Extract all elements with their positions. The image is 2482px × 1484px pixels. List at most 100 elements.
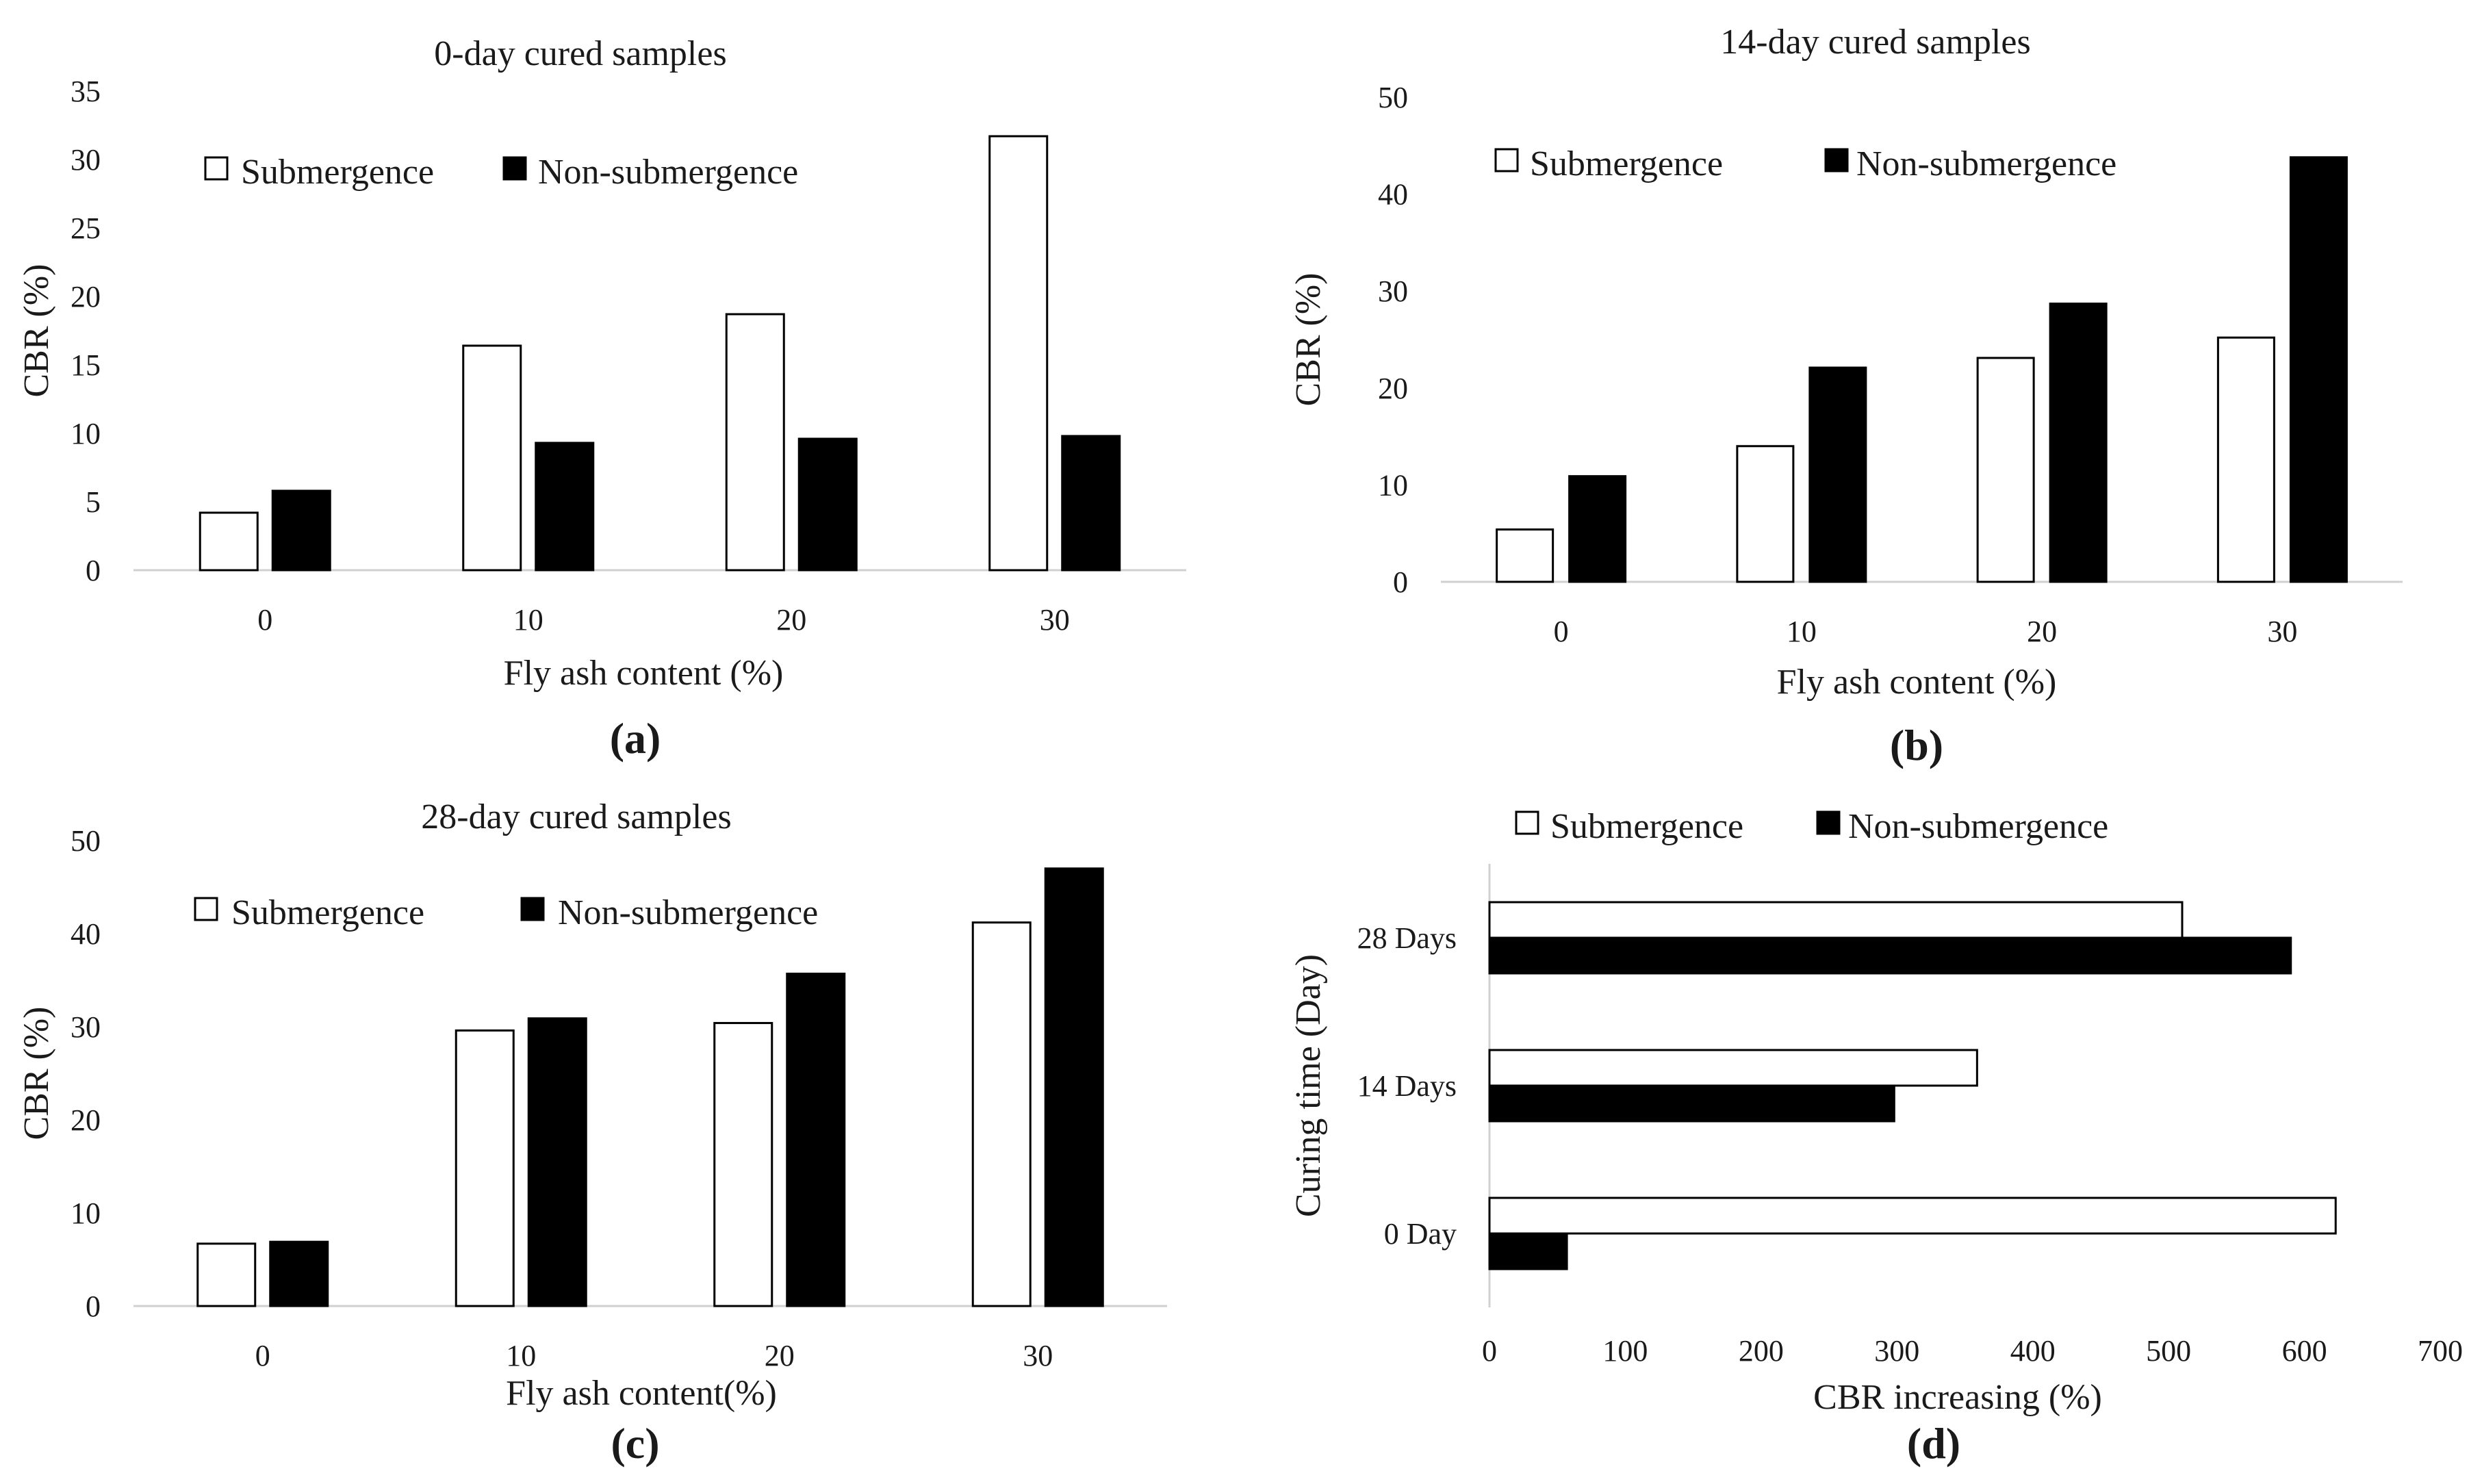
- chart-a: 0-day cured samples 0 5 10 15 20 25 30 35 0 10 20 30…: [17, 34, 1186, 763]
- y-axis-label: CBR (%): [17, 1007, 56, 1140]
- legend-swatch-non-submergence: [1816, 810, 1841, 835]
- y-tick-label: 0 Day: [1384, 1217, 1457, 1251]
- legend-swatch-submergence: [1515, 810, 1539, 835]
- x-axis-label: Fly ash content (%): [504, 654, 784, 693]
- bar-submergence: [1488, 1049, 1978, 1087]
- bar-non-submergence: [1488, 1084, 1895, 1123]
- x-tick-label: 0: [255, 1339, 270, 1372]
- legend-label-submergence: Submergence: [231, 893, 424, 932]
- y-axis-label: Curing time (Day): [1289, 954, 1328, 1217]
- legend-label-non-submergence: Non-submergence: [1856, 144, 2116, 183]
- x-tick-label: 0: [257, 603, 272, 637]
- x-tick-label: 0: [1482, 1334, 1497, 1368]
- y-tick-label: 15: [71, 348, 101, 382]
- legend-swatch-submergence: [204, 156, 229, 181]
- bar-submergence: [1488, 1197, 2337, 1235]
- panel-label: (b): [1890, 721, 1943, 769]
- legend-swatch-non-submergence: [1824, 148, 1849, 172]
- y-tick-label: 0: [1393, 565, 1408, 599]
- bar-non-submergence: [1044, 867, 1104, 1307]
- legend-label-non-submergence: Non-submergence: [538, 153, 798, 192]
- bar-submergence: [199, 511, 259, 572]
- bar-non-submergence: [1488, 1232, 1568, 1270]
- y-tick-label: 40: [71, 917, 101, 951]
- y-axis-label: CBR (%): [1289, 273, 1328, 407]
- x-tick-label: 20: [765, 1339, 795, 1372]
- bar-non-submergence: [2289, 156, 2348, 583]
- chart-title: 0-day cured samples: [434, 34, 726, 73]
- chart-d: 0 100 200 300 400 500 600 700 0 Day 14 Days 28 Day…: [1289, 807, 2463, 1468]
- x-axis-label: Fly ash content(%): [506, 1374, 777, 1413]
- x-tick-label: 10: [513, 603, 543, 637]
- legend-label-submergence: Submergence: [1550, 807, 1743, 846]
- x-tick-label: 0: [1554, 615, 1569, 648]
- bar-submergence: [1488, 901, 2184, 939]
- y-tick-label: 50: [1378, 81, 1408, 114]
- chart-c: 28-day cured samples 0 10 20 30 40 50 0 10 20 30 Fl…: [17, 797, 1167, 1468]
- x-axis-label: CBR increasing (%): [1813, 1378, 2102, 1417]
- y-tick-label: 0: [86, 554, 101, 587]
- x-tick-label: 20: [2027, 615, 2057, 648]
- bar-non-submergence: [1568, 475, 1627, 583]
- bar-submergence: [988, 135, 1049, 572]
- bar-non-submergence: [797, 437, 858, 572]
- chart-title: 14-day cured samples: [1720, 23, 2030, 62]
- bar-non-submergence: [269, 1240, 329, 1307]
- legend-swatch-submergence: [194, 897, 218, 921]
- x-tick-label: 100: [1602, 1334, 1648, 1368]
- x-tick-label: 30: [1023, 1339, 1053, 1372]
- legend-label-non-submergence: Non-submergence: [558, 893, 818, 932]
- bar-submergence: [1736, 445, 1795, 583]
- y-tick-label: 20: [1378, 372, 1408, 405]
- y-tick-label: 30: [1378, 274, 1408, 308]
- bar-non-submergence: [2049, 303, 2108, 583]
- bar-non-submergence: [527, 1017, 587, 1307]
- legend-label-non-submergence: Non-submergence: [1848, 807, 2108, 846]
- y-tick-label: 28 Days: [1357, 921, 1457, 955]
- bar-submergence: [455, 1029, 515, 1307]
- bar-submergence: [462, 344, 522, 572]
- bar-submergence: [1976, 357, 2035, 583]
- x-tick-label: 400: [2010, 1334, 2056, 1368]
- legend-swatch-non-submergence: [520, 897, 545, 921]
- bar-submergence: [971, 921, 1032, 1307]
- bar-non-submergence: [1488, 936, 2292, 975]
- bar-non-submergence: [271, 489, 331, 572]
- y-tick-label: 40: [1378, 178, 1408, 212]
- y-tick-label: 10: [1378, 468, 1408, 502]
- y-tick-label: 14 Days: [1357, 1069, 1457, 1103]
- x-tick-label: 10: [1787, 615, 1817, 648]
- bar-non-submergence: [1061, 435, 1121, 572]
- chart-b: 14-day cured samples 0 10 20 30 40 50 0 10 20 30 Fl…: [1289, 23, 2403, 769]
- chart-title: 28-day cured samples: [421, 797, 731, 836]
- y-tick-label: 0: [86, 1290, 101, 1323]
- panel-label: (d): [1907, 1419, 1960, 1468]
- bar-submergence: [196, 1242, 257, 1307]
- legend-label-submergence: Submergence: [1530, 144, 1723, 183]
- bar-non-submergence: [786, 972, 846, 1307]
- legend-swatch-non-submergence: [502, 156, 527, 181]
- legend-swatch-submergence: [1494, 148, 1519, 172]
- x-tick-label: 700: [2418, 1334, 2463, 1368]
- panel-label: (c): [611, 1419, 659, 1468]
- x-tick-label: 30: [2267, 615, 2297, 648]
- x-tick-label: 300: [1874, 1334, 1919, 1368]
- x-tick-label: 200: [1739, 1334, 1784, 1368]
- bar-submergence: [725, 313, 785, 572]
- y-axis-label: CBR (%): [17, 264, 56, 398]
- bar-non-submergence: [535, 442, 595, 572]
- y-tick-label: 30: [71, 143, 101, 177]
- y-tick-label: 30: [71, 1010, 101, 1044]
- y-tick-label: 10: [71, 417, 101, 450]
- x-axis-label: Fly ash content (%): [1777, 663, 2057, 702]
- bar-submergence: [1496, 528, 1555, 583]
- y-tick-label: 5: [86, 485, 101, 519]
- y-tick-label: 50: [71, 824, 101, 858]
- y-tick-label: 10: [71, 1197, 101, 1230]
- y-tick-label: 20: [71, 1103, 101, 1137]
- x-tick-label: 500: [2146, 1334, 2191, 1368]
- bar-non-submergence: [1808, 366, 1867, 583]
- x-tick-label: 30: [1040, 603, 1070, 637]
- bar-submergence: [713, 1022, 773, 1307]
